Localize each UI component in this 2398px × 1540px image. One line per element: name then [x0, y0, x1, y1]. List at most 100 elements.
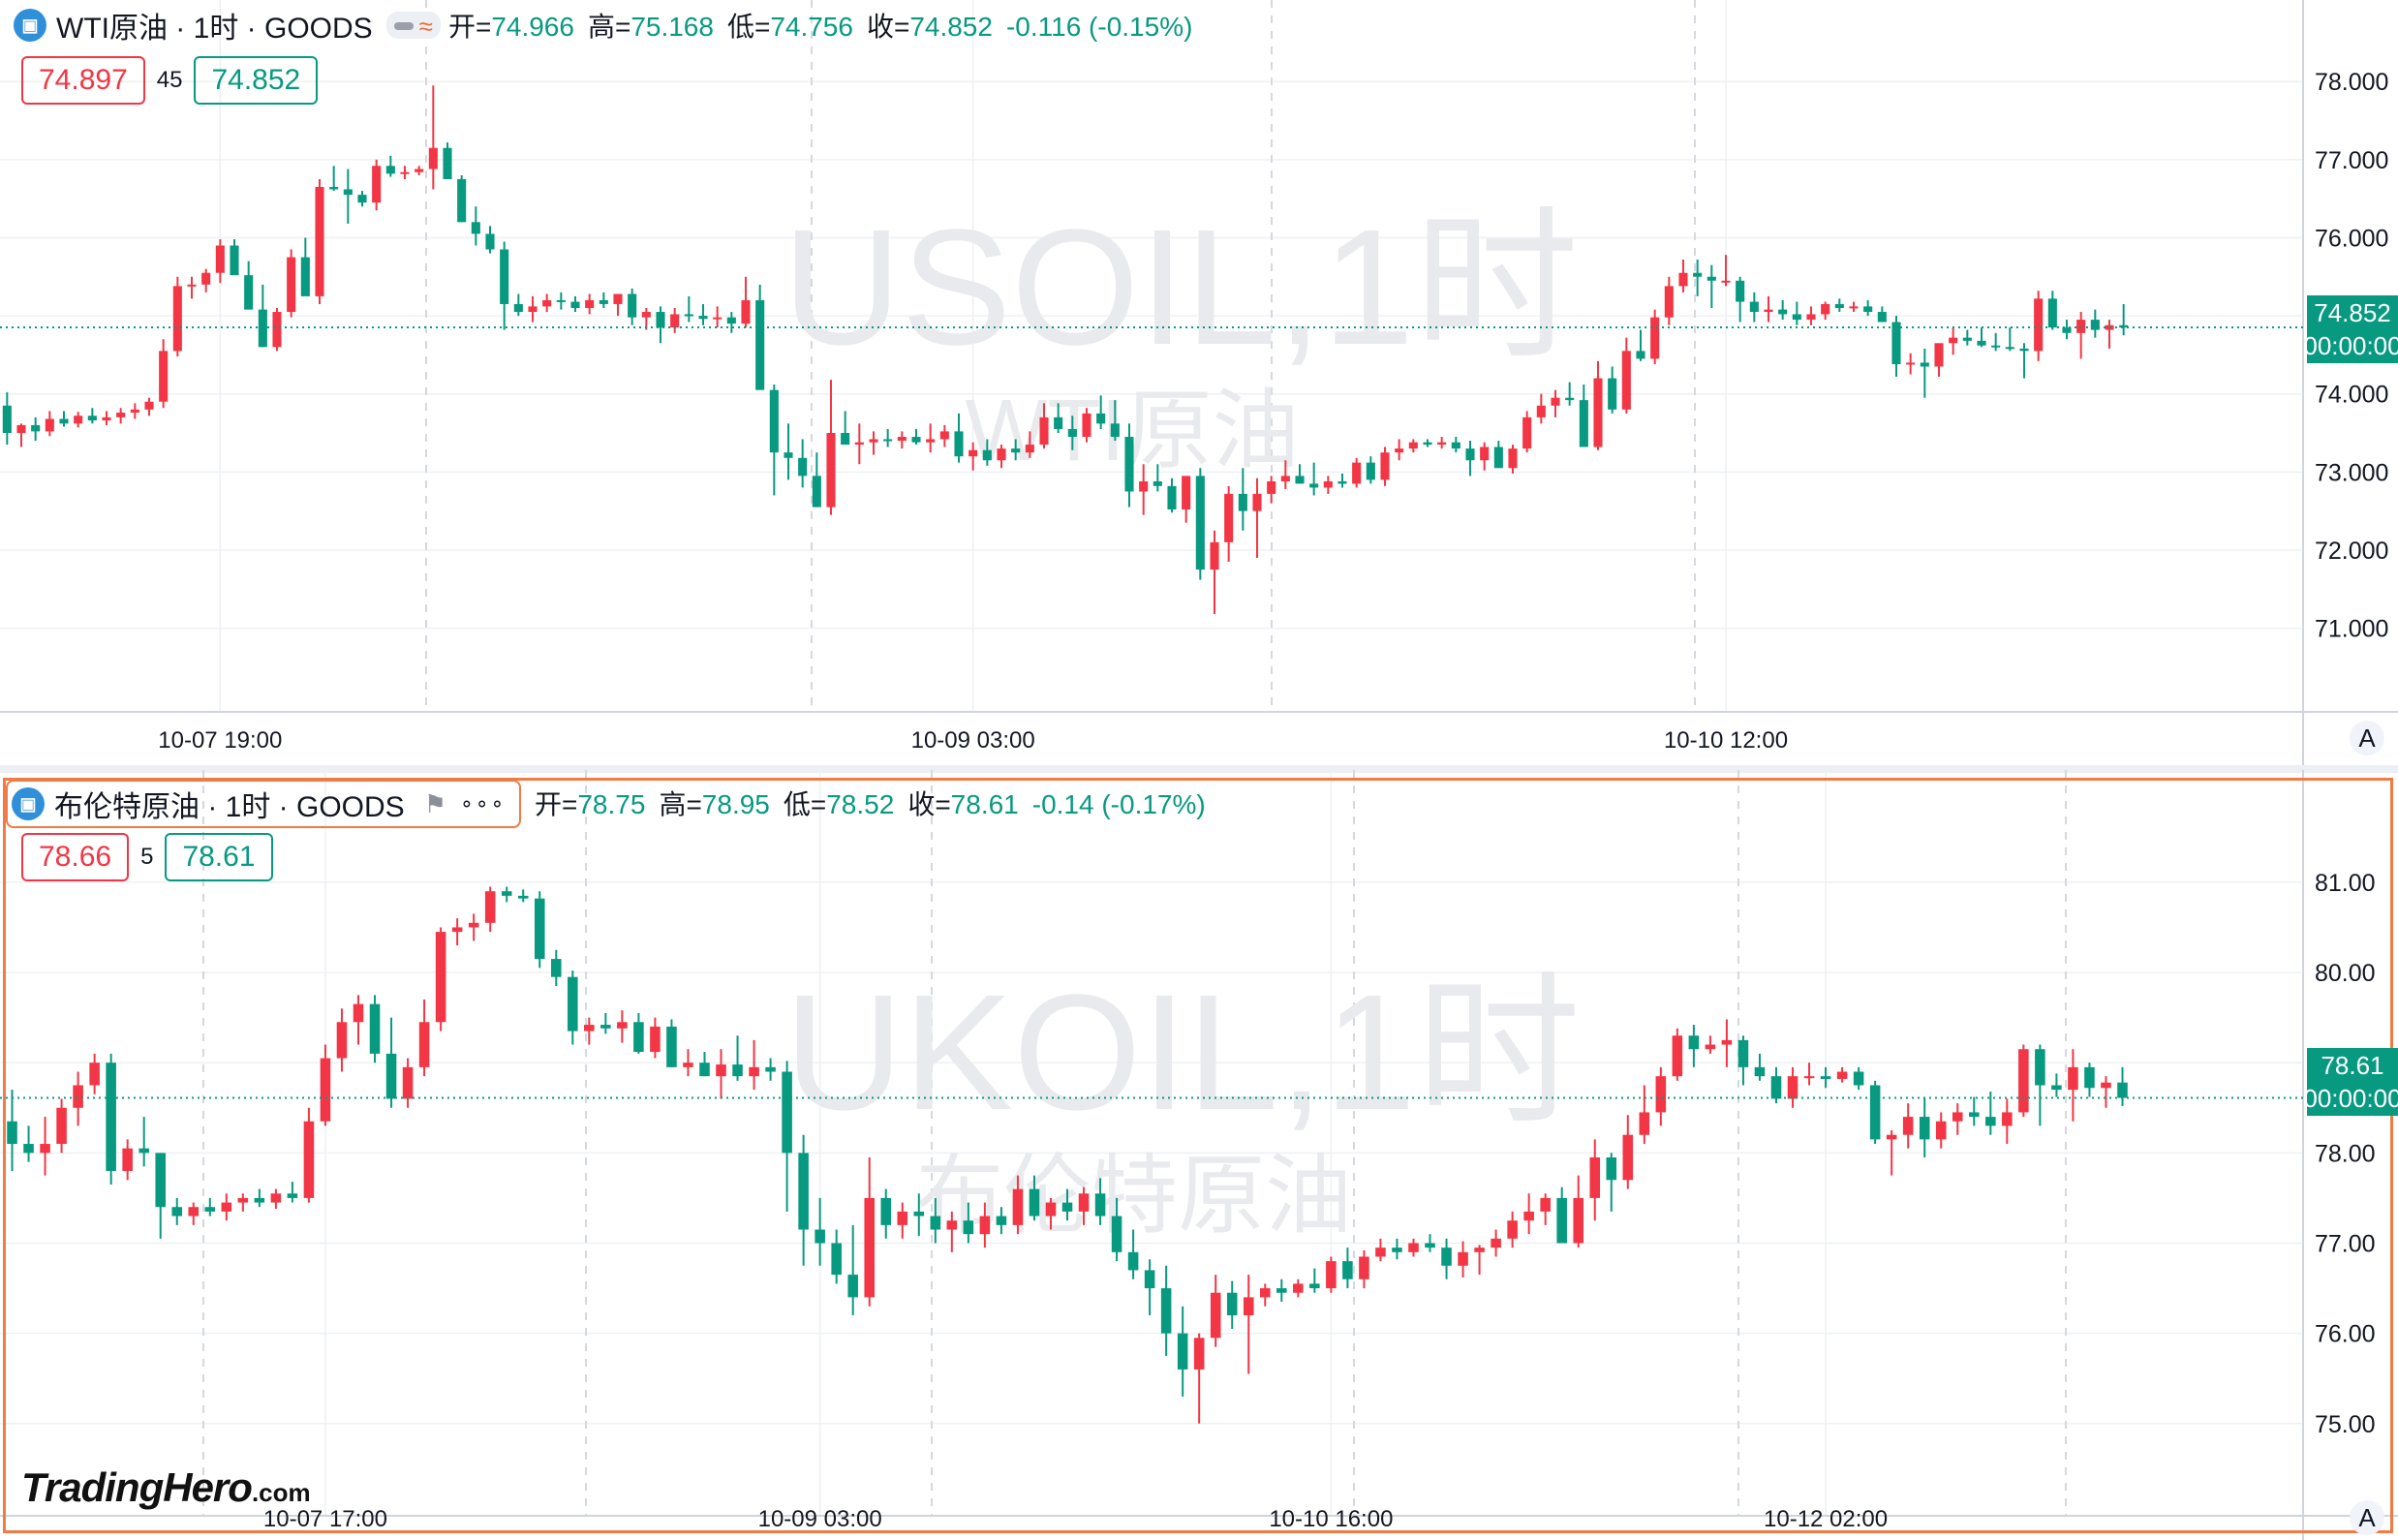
brent-last-price: 78.61 [2321, 1051, 2384, 1080]
candle-body [1507, 1220, 1518, 1239]
candle-body [826, 433, 836, 508]
candle-body [1949, 337, 1958, 344]
candle-body [1029, 1188, 1040, 1217]
candle-body [1523, 1211, 1534, 1221]
auto-scale-button[interactable]: A [2350, 1500, 2384, 1535]
candle-body [2, 405, 12, 433]
candle-body [1977, 340, 1986, 346]
wti-legend: ▣ WTI原油 · 1时 · GOODS ≈ 开=74.966 高=75.168 低… [14, 4, 1192, 46]
candle-body [1962, 337, 1972, 341]
candle-body [1551, 397, 1560, 406]
candle-body [2051, 1085, 2062, 1091]
y-tick-label: 75.00 [2315, 1411, 2376, 1438]
candle-body [513, 303, 523, 313]
more-options-icon[interactable]: ∘∘∘ [460, 791, 507, 816]
candle-body [1177, 1333, 1188, 1370]
candle-body [1906, 362, 1916, 365]
candle-body [869, 439, 878, 443]
candle-body [954, 431, 964, 457]
candle-body [1664, 286, 1674, 318]
candle-body [1039, 416, 1049, 446]
candle-body [798, 1153, 809, 1230]
wti-ask-price[interactable]: 74.852 [194, 56, 319, 105]
candle-body [1153, 480, 1162, 486]
candle-body [501, 891, 512, 896]
candle-body [1375, 1247, 1386, 1257]
candle-body [1737, 1039, 1749, 1067]
candle-body [1706, 276, 1716, 281]
candle-body [1193, 1338, 1205, 1370]
candle-body [1622, 1134, 1634, 1181]
brent-ask-price[interactable]: 78.61 [165, 833, 273, 881]
candle-body [171, 1207, 183, 1217]
candle-body [1589, 1157, 1601, 1198]
candle-body [428, 147, 438, 169]
candle-body [1408, 1243, 1419, 1252]
candle-body [2002, 1112, 2013, 1126]
candle-body [1276, 1288, 1287, 1293]
candle-body [1295, 476, 1305, 484]
candle-body [1025, 445, 1034, 453]
candle-body [2005, 347, 2014, 350]
candle-body [221, 1202, 232, 1212]
candle-body [864, 1197, 875, 1298]
y-tick-label: 73.000 [2315, 459, 2388, 486]
candle-body [1902, 1117, 1914, 1135]
candle-body [372, 166, 382, 203]
wti-bid-price[interactable]: 74.897 [21, 56, 145, 105]
candle-body [7, 1121, 17, 1145]
candle-body [1011, 448, 1021, 453]
candle-body [670, 314, 680, 328]
candle-body [1778, 309, 1788, 315]
candle-body [666, 1026, 677, 1067]
candle-body [1934, 343, 1944, 367]
y-tick-label: 78.000 [2315, 69, 2388, 96]
y-tick-label: 80.00 [2315, 960, 2376, 987]
brent-symbol-title[interactable]: 布伦特原油 · 1时 · GOODS [54, 791, 405, 823]
flag-icon[interactable]: ⚑ [423, 788, 446, 818]
brent-spread: 5 [140, 844, 154, 870]
candle-body [963, 1220, 974, 1235]
candle-body [130, 409, 139, 414]
candle-body [1556, 1197, 1567, 1244]
candle-body [155, 1153, 166, 1208]
pane-separator[interactable] [0, 765, 2398, 773]
candle-body [641, 312, 651, 318]
candle-body [244, 275, 254, 310]
candle-body [230, 245, 239, 276]
candle-body [1366, 462, 1375, 480]
candle-body [1425, 1243, 1435, 1248]
candle-body [1536, 405, 1546, 417]
auto-scale-button[interactable]: A [2350, 721, 2384, 755]
candle-body [1650, 317, 1660, 359]
candle-body [769, 389, 779, 453]
brent-candlestick-chart[interactable]: 81.0080.0079.0078.0077.0076.0075.00UKOIL… [0, 770, 2398, 1540]
brent-bid-price[interactable]: 78.66 [21, 833, 130, 881]
candle-body [1705, 1044, 1716, 1050]
candle-body [102, 416, 111, 421]
wti-chart-pane[interactable]: 78.00077.00076.00075.00074.00073.00072.0… [0, 0, 2398, 765]
candle-body [633, 1022, 644, 1053]
wti-spread: 45 [156, 67, 183, 93]
wti-candlestick-chart[interactable]: 78.00077.00076.00075.00074.00073.00072.0… [0, 0, 2398, 765]
candle-body [287, 257, 296, 313]
candle-body [1608, 378, 1617, 410]
visibility-toggle[interactable]: ≈ [385, 12, 441, 40]
candle-body [1803, 1076, 1815, 1079]
candle-body [1195, 476, 1205, 570]
candle-body [1110, 423, 1120, 438]
candle-body [2101, 1082, 2111, 1089]
brent-chart-pane[interactable]: 81.0080.0079.0078.0077.0076.0075.00UKOIL… [0, 770, 2398, 1540]
candle-body [1920, 362, 1929, 367]
candle-body [188, 1207, 200, 1217]
candle-body [187, 284, 197, 287]
candle-body [457, 178, 467, 223]
candle-body [911, 437, 921, 443]
candle-body [726, 317, 736, 324]
candle-body [201, 272, 211, 285]
candle-body [1437, 442, 1447, 446]
candle-body [1540, 1197, 1551, 1212]
candle-body [23, 1144, 34, 1154]
candle-body [1621, 351, 1631, 410]
wti-symbol-title[interactable]: WTI原油 · 1时 · GOODS [56, 13, 373, 45]
